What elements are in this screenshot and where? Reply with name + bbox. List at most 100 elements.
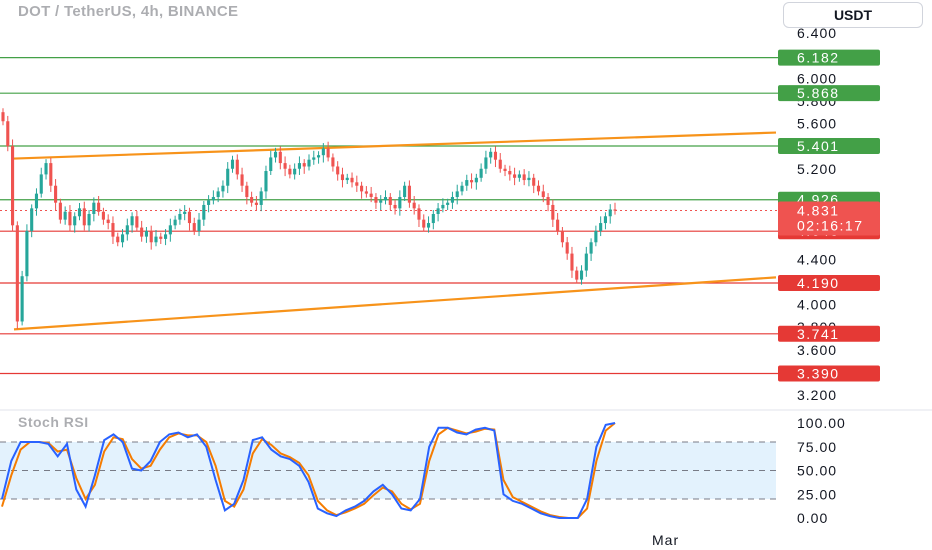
currency-button[interactable]: USDT (783, 2, 923, 28)
candle (168, 218, 172, 242)
candle (450, 191, 454, 209)
candle-body (192, 223, 196, 231)
candle-body (584, 253, 588, 271)
candle-body (207, 200, 211, 205)
candle-body (49, 163, 53, 186)
candle-body (25, 230, 29, 277)
candle (207, 195, 211, 213)
candle-body (426, 223, 431, 228)
candle (77, 203, 82, 221)
candle (484, 150, 488, 174)
price-axis-tick: 4.400 (797, 251, 837, 267)
candle (355, 175, 359, 192)
candle (470, 173, 474, 189)
candle (379, 195, 383, 211)
candle-body (149, 230, 153, 243)
candle (283, 156, 287, 177)
candle (250, 191, 254, 207)
price-axis-tick: 3.200 (797, 387, 837, 403)
candle (599, 216, 603, 237)
candle (154, 229, 158, 247)
candle (465, 174, 469, 191)
candle (11, 139, 15, 232)
level-tag-5-868 (778, 85, 880, 102)
candle (455, 184, 459, 205)
candle (273, 147, 278, 163)
candle (513, 167, 517, 186)
candle (340, 167, 345, 188)
candle-body (111, 223, 115, 237)
candle-body (398, 197, 402, 209)
candle-body (513, 174, 517, 178)
level-tag-3-741 (778, 325, 880, 342)
candle (350, 172, 354, 188)
candle (412, 196, 416, 215)
candle-body (599, 223, 603, 231)
candle (431, 210, 435, 230)
candle (589, 238, 593, 261)
candle (49, 157, 53, 192)
candle (144, 227, 148, 243)
candle-body (202, 204, 206, 220)
candle (503, 164, 507, 177)
candle (360, 181, 364, 199)
candle-body (211, 197, 215, 201)
candle (383, 190, 388, 205)
candle-body (589, 242, 593, 254)
candle (221, 180, 225, 198)
candle-body (302, 163, 306, 167)
candle-body (436, 208, 440, 214)
candle-body (245, 185, 249, 198)
candle (508, 165, 512, 181)
candle-body (575, 270, 579, 280)
candle (398, 190, 402, 216)
candle-body (82, 208, 86, 226)
candle (173, 215, 177, 230)
candle-body (221, 185, 225, 192)
candle (159, 232, 163, 244)
candle-body (15, 225, 19, 322)
candle (211, 190, 215, 205)
candle (565, 236, 569, 260)
candle-body (326, 148, 330, 158)
current-price-tag (778, 201, 880, 236)
candle-body (551, 204, 555, 220)
candle-body (288, 168, 292, 175)
candle-body (278, 151, 282, 164)
candle-body (565, 242, 569, 254)
candle (259, 187, 263, 212)
candle-body (92, 202, 96, 214)
candle-body (340, 174, 345, 181)
level-tag-4-190 (778, 275, 880, 292)
candle-body (68, 211, 72, 226)
candle (230, 155, 235, 173)
candle (331, 153, 335, 172)
candle-body (407, 185, 411, 203)
candle (288, 164, 292, 179)
candle (58, 198, 62, 224)
candle-body (226, 168, 230, 186)
candle-body (321, 148, 325, 156)
candle-body (11, 146, 15, 226)
candle-body (493, 151, 498, 160)
candle-body (360, 185, 364, 192)
candle-body (608, 209, 612, 217)
candle (25, 224, 29, 282)
candle-body (173, 219, 177, 226)
candle-body (527, 177, 531, 181)
candle-body (489, 151, 493, 158)
candle (307, 154, 311, 171)
candle (460, 181, 464, 196)
candle-body (498, 159, 502, 169)
candle-body (235, 159, 239, 175)
candle-body (77, 208, 82, 217)
candle (302, 159, 306, 174)
level-tag-6-182 (778, 49, 880, 66)
candle (187, 207, 192, 231)
candle-body (34, 193, 39, 209)
candle (92, 197, 96, 222)
candle-body (140, 227, 144, 237)
candle-body (30, 208, 34, 231)
candle (613, 202, 617, 215)
